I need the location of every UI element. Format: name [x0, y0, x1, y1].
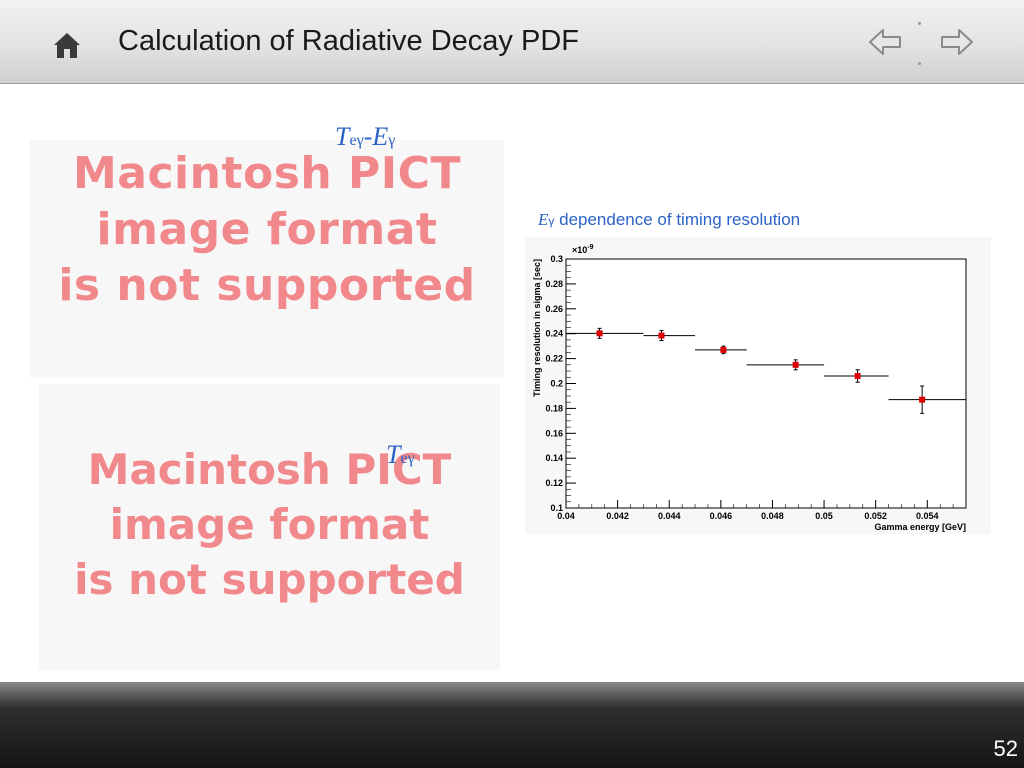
x-tick-label: 0.04 — [557, 511, 575, 521]
plot-frame — [565, 258, 967, 509]
data-point — [658, 332, 665, 339]
y-tick-label: 0.28 — [545, 279, 563, 289]
data-point — [596, 330, 603, 337]
y-tick-label: 0.3 — [550, 254, 563, 264]
data-point — [792, 361, 799, 368]
x-tick-label: 0.05 — [815, 511, 833, 521]
x-tick-label: 0.044 — [658, 511, 681, 521]
x-tick-label: 0.046 — [710, 511, 733, 521]
y-exponent-label: ×10-9 — [572, 244, 594, 255]
caption-symbol-sub: γ — [548, 214, 555, 228]
data-point — [720, 346, 727, 353]
placeholder-line: Macintosh PICT — [87, 445, 452, 494]
caption-symbol: E — [538, 210, 549, 229]
y-tick-label: 0.24 — [545, 329, 563, 339]
x-tick-label: 0.052 — [864, 511, 887, 521]
y-axis-label: Timing resolution in sigma [sec] — [532, 259, 542, 397]
arrow-right-icon[interactable] — [938, 24, 976, 60]
slide-title: Calculation of Radiative Decay PDF — [118, 25, 579, 57]
x-tick-label: 0.054 — [916, 511, 939, 521]
label-dash: - — [363, 122, 373, 151]
y-tick-label: 0.1 — [550, 503, 563, 513]
unsupported-image-placeholder: Macintosh PICT image format is not suppo… — [30, 140, 504, 378]
y-exponent: -9 — [587, 244, 593, 251]
placeholder-line: Macintosh PICT — [73, 148, 461, 199]
tey-ey-label: Teγ-Eγ — [335, 122, 395, 152]
y-tick-label: 0.2 — [550, 379, 563, 389]
label-t-sub: eγ — [400, 450, 415, 467]
tey-label: Teγ — [386, 440, 415, 470]
y-tick-label: 0.16 — [545, 428, 563, 438]
unsupported-image-placeholder: Macintosh PICT image format is not suppo… — [39, 384, 500, 670]
label-t: T — [386, 440, 401, 469]
placeholder-line: is not supported — [74, 555, 465, 604]
y-tick-label: 0.26 — [545, 304, 563, 314]
label-t: T — [335, 122, 350, 151]
separator-dot — [918, 62, 921, 65]
timing-resolution-chart: 0.04 0.042 0.044 0.046 0.048 0.05 0.052 0.054 0.… — [532, 244, 967, 532]
home-icon[interactable] — [50, 28, 84, 62]
y-tick-label: 0.14 — [545, 453, 563, 463]
page-number: 52 — [993, 736, 1018, 761]
caption-text: dependence of timing resolution — [554, 210, 801, 229]
footer-bar: 52 — [0, 682, 1024, 768]
separator-dot — [918, 22, 921, 25]
placeholder-line: is not supported — [58, 260, 476, 311]
data-point — [919, 396, 926, 403]
data-point — [854, 373, 861, 380]
y-tick-label: 0.22 — [545, 354, 563, 364]
x-tick-label: 0.048 — [761, 511, 784, 521]
placeholder-line: image format — [96, 204, 438, 255]
placeholder-line: image format — [109, 500, 430, 549]
label-t-sub: eγ — [349, 132, 364, 149]
x-tick-label: 0.042 — [606, 511, 629, 521]
label-e: E — [372, 122, 389, 151]
y-tick-label: 0.12 — [545, 478, 563, 488]
x-axis-label: Gamma energy [GeV] — [874, 522, 966, 532]
chart-caption: Eγ dependence of timing resolution — [538, 210, 800, 230]
arrow-left-icon[interactable] — [866, 24, 904, 60]
title-bar: Calculation of Radiative Decay PDF — [0, 0, 1024, 84]
y-tick-label: 0.18 — [545, 403, 563, 413]
chart-panel: 0.04 0.042 0.044 0.046 0.048 0.05 0.052 0.054 0.… — [525, 237, 991, 534]
label-e-sub: γ — [388, 132, 396, 149]
